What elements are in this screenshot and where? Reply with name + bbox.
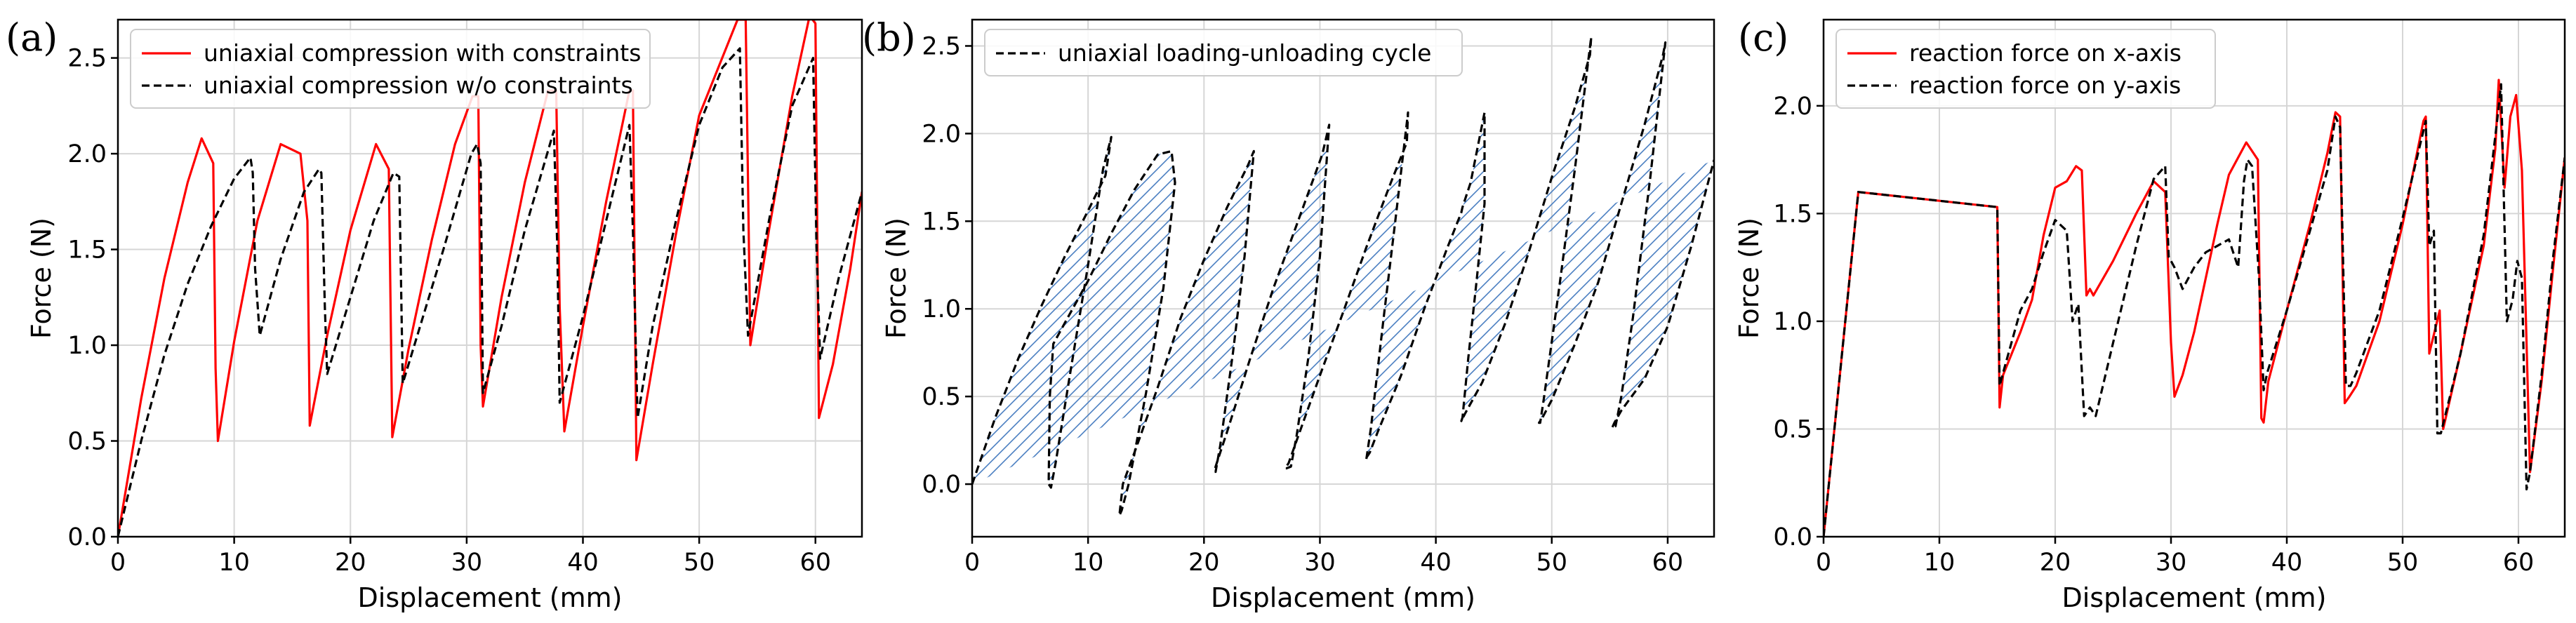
x-tick-label: 60 bbox=[1652, 549, 1684, 577]
series-line-1 bbox=[1824, 79, 2565, 537]
y-tick-label: 2.0 bbox=[922, 120, 961, 148]
y-tick-label: 1.5 bbox=[922, 208, 961, 236]
y-tick-label: 0.5 bbox=[1773, 415, 1812, 443]
x-tick-label: 0 bbox=[964, 549, 980, 577]
chart-panel-1: 0 10 20 30 40 50 60 0.0 0.5 1.0 1.5 2.0 2.5 Displacem… bbox=[6, 15, 863, 613]
y-tick-label: 2.0 bbox=[1773, 93, 1812, 121]
legend: uniaxial compression with constraints uni… bbox=[130, 29, 651, 109]
x-axis-label: Displacement (mm) bbox=[358, 582, 623, 613]
x-tick-label: 40 bbox=[1420, 549, 1452, 577]
series-line-1 bbox=[118, 20, 862, 537]
legend: uniaxial loading-unloading cycle bbox=[984, 29, 1463, 76]
y-tick-label: 0.0 bbox=[922, 471, 961, 499]
legend-box bbox=[984, 29, 1463, 76]
y-tick-label: 0.5 bbox=[922, 383, 961, 411]
x-axis-label: Displacement (mm) bbox=[2062, 582, 2327, 613]
legend-label-2: uniaxial compression w/o constraints bbox=[204, 72, 633, 99]
legend-box bbox=[130, 29, 651, 109]
panels: 0 10 20 30 40 50 60 0.0 0.5 1.0 1.5 2.0 2.5 Displacem… bbox=[6, 15, 2566, 613]
x-tick-label: 20 bbox=[2040, 549, 2071, 577]
x-tick-label: 60 bbox=[2503, 549, 2535, 577]
chart-panel-2: 0 10 20 30 40 50 60 0.0 0.5 1.0 1.5 2.0 2.5 Displacem… bbox=[862, 15, 1715, 613]
x-tick-label: 10 bbox=[1073, 549, 1104, 577]
x-tick-label: 20 bbox=[335, 549, 366, 577]
y-axis-label: Force (N) bbox=[26, 217, 57, 339]
y-tick-label: 1.0 bbox=[67, 332, 107, 360]
legend-label-1: reaction force on x-axis bbox=[1909, 39, 2182, 67]
x-tick-label: 10 bbox=[1924, 549, 1956, 577]
y-tick-label: 1.5 bbox=[67, 236, 107, 264]
plot-data bbox=[1824, 79, 2565, 537]
plot-data bbox=[972, 36, 1714, 517]
series-line-2 bbox=[1824, 83, 2565, 537]
hysteresis-hatch bbox=[972, 36, 1714, 516]
legend-box bbox=[1835, 29, 2216, 109]
panel-letter: (c) bbox=[1738, 15, 1788, 60]
legend-label-1: uniaxial compression with constraints bbox=[204, 39, 641, 67]
panel-letter: (a) bbox=[6, 15, 58, 60]
x-tick-label: 40 bbox=[567, 549, 599, 577]
x-tick-label: 50 bbox=[684, 549, 715, 577]
plot-frame bbox=[1822, 18, 2566, 538]
x-tick-label: 50 bbox=[1536, 549, 1568, 577]
x-tick-label: 10 bbox=[218, 549, 250, 577]
y-tick-label: 2.5 bbox=[922, 32, 961, 60]
y-tick-label: 2.5 bbox=[67, 45, 107, 73]
y-axis-label: Force (N) bbox=[1734, 217, 1765, 339]
x-tick-label: 50 bbox=[2387, 549, 2419, 577]
y-tick-label: 1.5 bbox=[1773, 200, 1812, 228]
x-tick-label: 40 bbox=[2271, 549, 2303, 577]
x-tick-label: 60 bbox=[799, 549, 831, 577]
legend: reaction force on x-axis reaction force o… bbox=[1835, 29, 2216, 109]
series-line-1 bbox=[972, 36, 1714, 517]
legend-label-2: reaction force on y-axis bbox=[1909, 72, 2181, 99]
plot-frame bbox=[971, 18, 1715, 538]
x-tick-label: 30 bbox=[451, 549, 483, 577]
x-tick-label: 0 bbox=[110, 549, 126, 577]
y-tick-label: 2.0 bbox=[67, 140, 107, 168]
x-axis-label: Displacement (mm) bbox=[1211, 582, 1475, 613]
y-tick-label: 0.0 bbox=[1773, 523, 1812, 551]
x-tick-label: 0 bbox=[1816, 549, 1831, 577]
x-tick-label: 20 bbox=[1188, 549, 1220, 577]
y-tick-label: 0.5 bbox=[67, 428, 107, 456]
y-tick-label: 1.0 bbox=[1773, 308, 1812, 336]
chart-panel-3: 0 10 20 30 40 50 60 0.0 0.5 1.0 1.5 2.0 Displacement… bbox=[1734, 15, 2566, 613]
legend-label-1: uniaxial loading-unloading cycle bbox=[1058, 39, 1431, 67]
y-tick-label: 0.0 bbox=[67, 523, 107, 551]
y-tick-label: 1.0 bbox=[922, 295, 961, 323]
x-tick-label: 30 bbox=[2156, 549, 2187, 577]
plot-data bbox=[118, 20, 862, 537]
panel-letter: (b) bbox=[862, 15, 916, 60]
series-line-2 bbox=[118, 47, 862, 537]
y-axis-label: Force (N) bbox=[881, 217, 912, 339]
plot-frame bbox=[117, 18, 863, 538]
x-tick-label: 30 bbox=[1304, 549, 1336, 577]
